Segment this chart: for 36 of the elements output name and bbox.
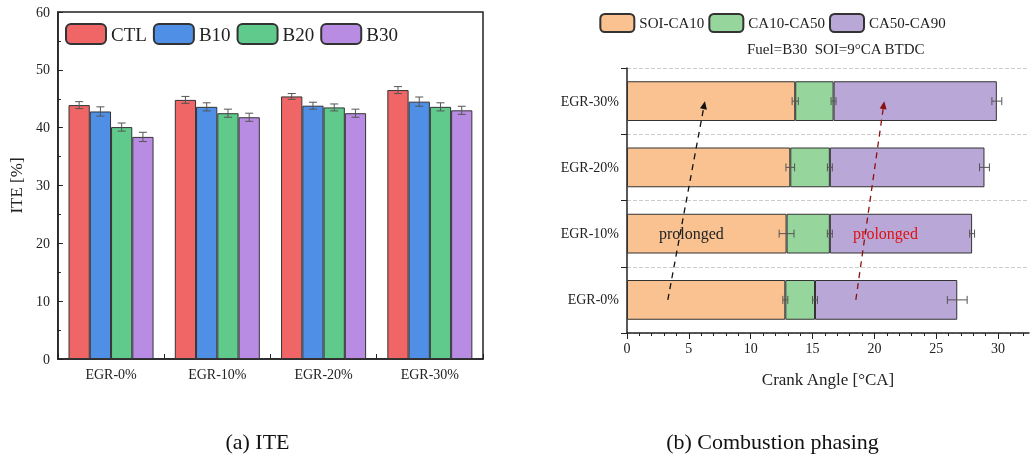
- legend-label: B10: [198, 23, 231, 45]
- legend-label: CA10-CA50: [748, 15, 825, 31]
- annotation: prolonged: [853, 225, 918, 244]
- y-tick-label: EGR-10%: [560, 226, 620, 242]
- x-tick-label: 15: [805, 340, 820, 356]
- x-tick-label: EGR-10%: [188, 366, 247, 382]
- text: (b) Combustion phasing: [666, 428, 879, 454]
- legend-label: CA50-CA90: [869, 15, 946, 31]
- x-tick-label: EGR-0%: [85, 366, 138, 382]
- y-tick-label: 60: [35, 4, 50, 20]
- text: (a) ITE: [225, 428, 290, 454]
- y-axis-title: ITE [%]: [7, 157, 26, 214]
- legend-label: B30: [366, 23, 398, 45]
- x-tick-label: 0: [623, 340, 631, 356]
- y-tick-label: 50: [35, 62, 50, 78]
- x-tick-label: 25: [929, 340, 944, 356]
- y-tick-label: 40: [35, 120, 50, 136]
- x-tick-label: 30: [991, 340, 1006, 356]
- y-tick-label: 30: [35, 178, 50, 193]
- y-tick-label: 10: [35, 293, 50, 309]
- x-tick-label: EGR-30%: [400, 366, 460, 382]
- legend-label: CTL: [111, 23, 147, 45]
- y-tick-label: EGR-20%: [560, 159, 620, 175]
- chart-subtitle: Fuel=B30 SOI=9°CA BTDC: [747, 40, 925, 57]
- annotation: prolonged: [658, 225, 724, 244]
- y-tick-label: 20: [35, 235, 50, 251]
- y-tick-label: EGR-30%: [560, 93, 620, 109]
- x-tick-label: 20: [867, 340, 882, 356]
- x-tick-label: 10: [743, 340, 758, 356]
- y-tick-label: 0: [42, 351, 50, 367]
- y-tick-label: EGR-0%: [567, 292, 620, 308]
- x-axis-title: Crank Angle [°CA]: [761, 370, 895, 389]
- legend-label: B20: [282, 23, 315, 45]
- x-tick-label: EGR-20%: [294, 366, 354, 382]
- x-tick-label: 5: [685, 340, 693, 356]
- legend-label: SOI-CA10: [639, 15, 705, 31]
